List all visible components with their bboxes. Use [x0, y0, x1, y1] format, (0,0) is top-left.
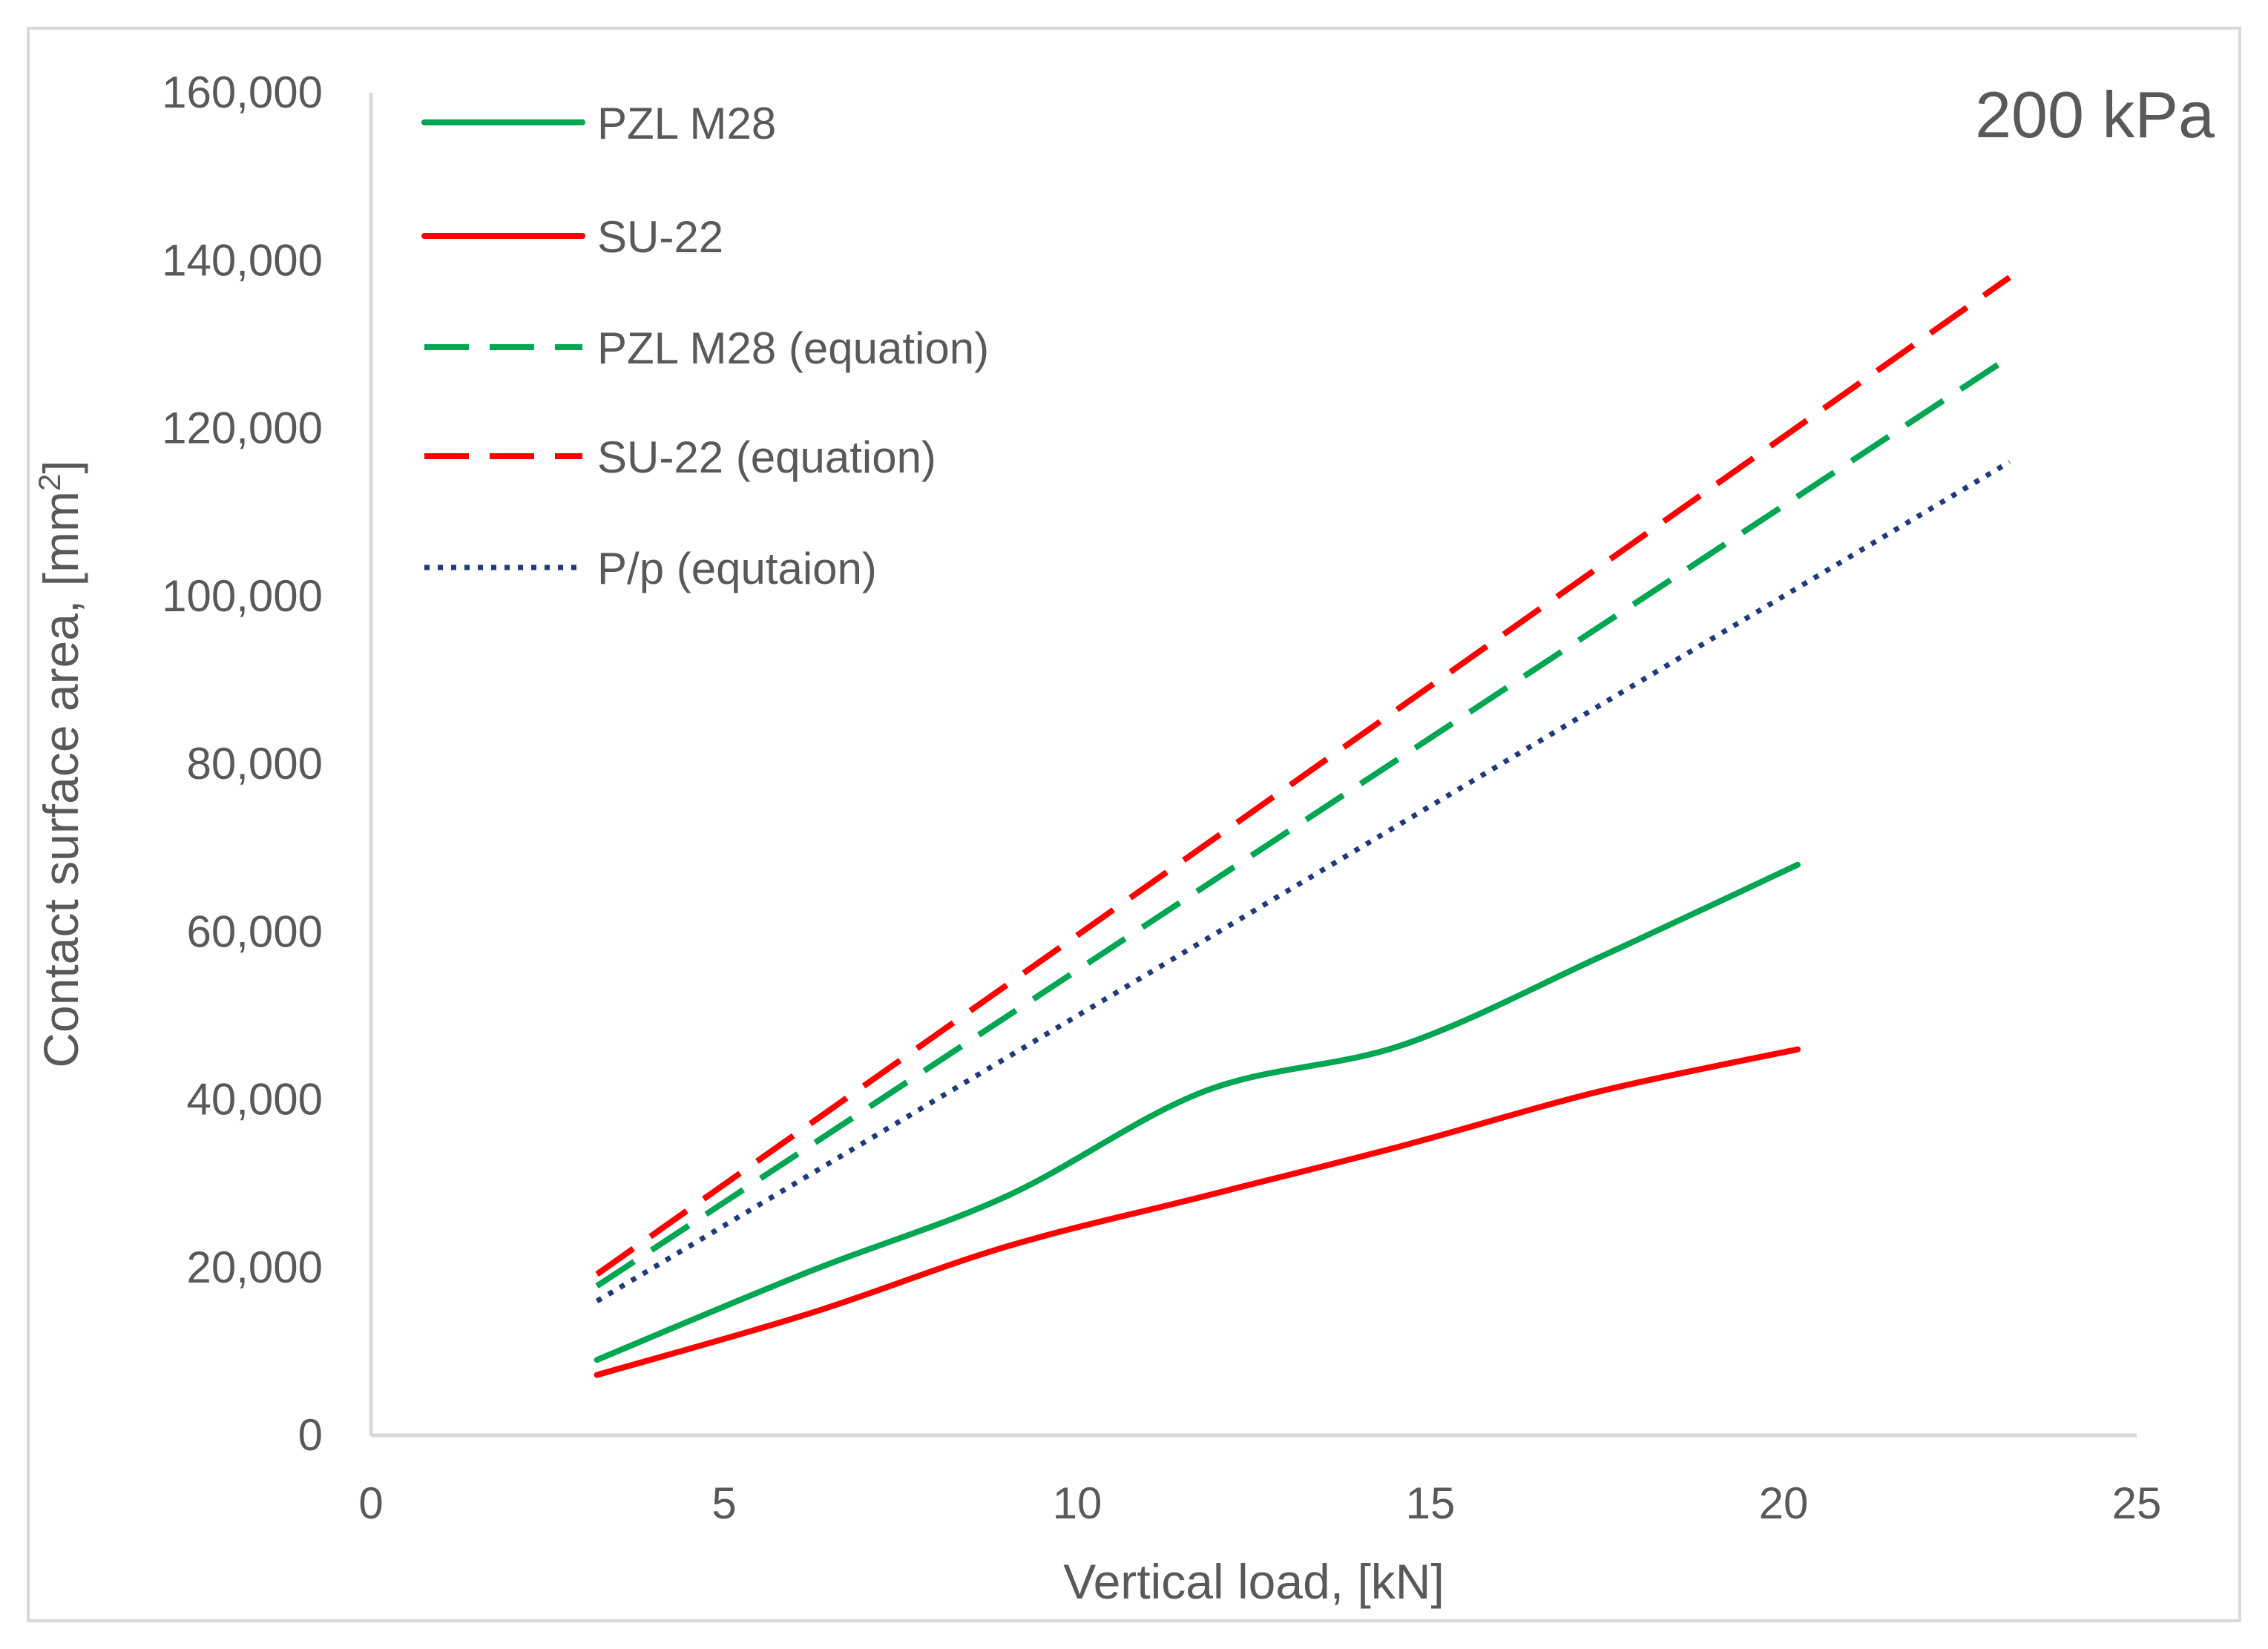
x-axis-title: Vertical load, [kN]	[1063, 1554, 1444, 1609]
y-tick-label: 160,000	[162, 68, 323, 117]
series-line-su-22	[594, 1046, 1801, 1378]
y-tick-label: 0	[298, 1410, 323, 1460]
y-tick-label: 20,000	[186, 1242, 323, 1292]
series-line-su-22-equation	[595, 274, 2011, 1277]
y-tick-label: 40,000	[186, 1075, 323, 1125]
series-line-pzl-m28-equation	[595, 355, 2011, 1288]
legend-label: SU-22	[597, 212, 723, 262]
legend: PZL M28 SU-22 PZL M28 (equation) SU-22 (equ…	[421, 99, 989, 593]
legend-label: PZL M28	[597, 99, 776, 148]
x-tick-labels: 0 5 10 15 20 25	[358, 1478, 2161, 1528]
y-axis-title-end: ]	[33, 460, 88, 473]
y-tick-label: 80,000	[186, 739, 323, 789]
y-axis-title: Contact surface area, [mm2]	[32, 460, 88, 1067]
y-axis-title-main: Contact surface area, [mm	[33, 491, 88, 1068]
legend-label: PZL M28 (equation)	[597, 323, 989, 373]
series-layer	[594, 274, 2011, 1378]
legend-label: SU-22 (equation)	[597, 432, 936, 482]
chart-border	[27, 27, 2241, 1622]
x-tick-label: 20	[1759, 1478, 1809, 1528]
x-tick-label: 10	[1053, 1478, 1102, 1528]
y-tick-label: 120,000	[162, 404, 323, 453]
pressure-annotation: 200 kPa	[1975, 78, 2215, 151]
y-tick-label: 140,000	[162, 235, 323, 285]
y-tick-label: 100,000	[162, 571, 323, 621]
y-axis-title-superscript: 2	[32, 474, 67, 491]
y-tick-label: 60,000	[186, 906, 323, 956]
x-tick-label: 15	[1406, 1478, 1456, 1528]
series-line-pzl-m28	[594, 861, 1801, 1363]
x-tick-label: 25	[2112, 1478, 2162, 1528]
x-tick-label: 0	[358, 1478, 383, 1528]
y-tick-labels: 0 20,000 40,000 60,000 80,000 100,000 120,000 1…	[162, 68, 323, 1460]
x-tick-label: 5	[711, 1478, 736, 1528]
legend-label: P/p (equtaion)	[597, 544, 877, 593]
